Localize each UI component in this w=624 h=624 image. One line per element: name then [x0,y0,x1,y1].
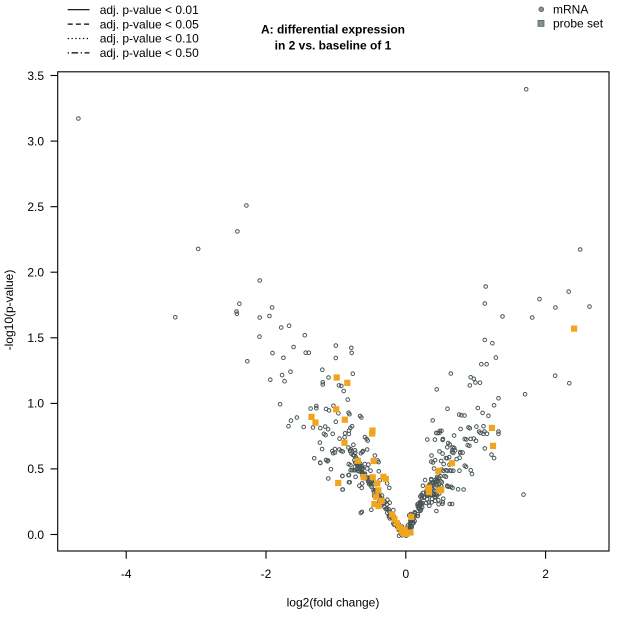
svg-text:probe set: probe set [553,17,604,31]
svg-text:adj. p-value < 0.05: adj. p-value < 0.05 [100,17,199,31]
svg-text:0: 0 [402,567,409,581]
svg-text:1.5: 1.5 [27,331,44,345]
svg-text:3.0: 3.0 [27,134,44,148]
svg-text:-log10(p-value): -log10(p-value) [2,270,16,351]
svg-text:2.5: 2.5 [27,200,44,214]
svg-text:adj. p-value < 0.50: adj. p-value < 0.50 [100,46,199,60]
svg-text:3.5: 3.5 [27,69,44,83]
svg-text:A: differential expression: A: differential expression [261,23,405,37]
svg-text:-4: -4 [121,567,132,581]
svg-text:adj. p-value < 0.01: adj. p-value < 0.01 [100,3,199,17]
svg-text:mRNA: mRNA [553,3,588,17]
svg-text:in 2 vs. baseline of 1: in 2 vs. baseline of 1 [275,39,392,53]
svg-text:2: 2 [542,567,549,581]
svg-text:2.0: 2.0 [27,266,44,280]
svg-text:-2: -2 [261,567,272,581]
svg-text:adj. p-value < 0.10: adj. p-value < 0.10 [100,32,199,46]
svg-text:1.0: 1.0 [27,397,44,411]
svg-text:0.0: 0.0 [27,528,44,542]
svg-text:0.5: 0.5 [27,462,44,476]
svg-text:log2(fold change): log2(fold change) [287,596,380,610]
